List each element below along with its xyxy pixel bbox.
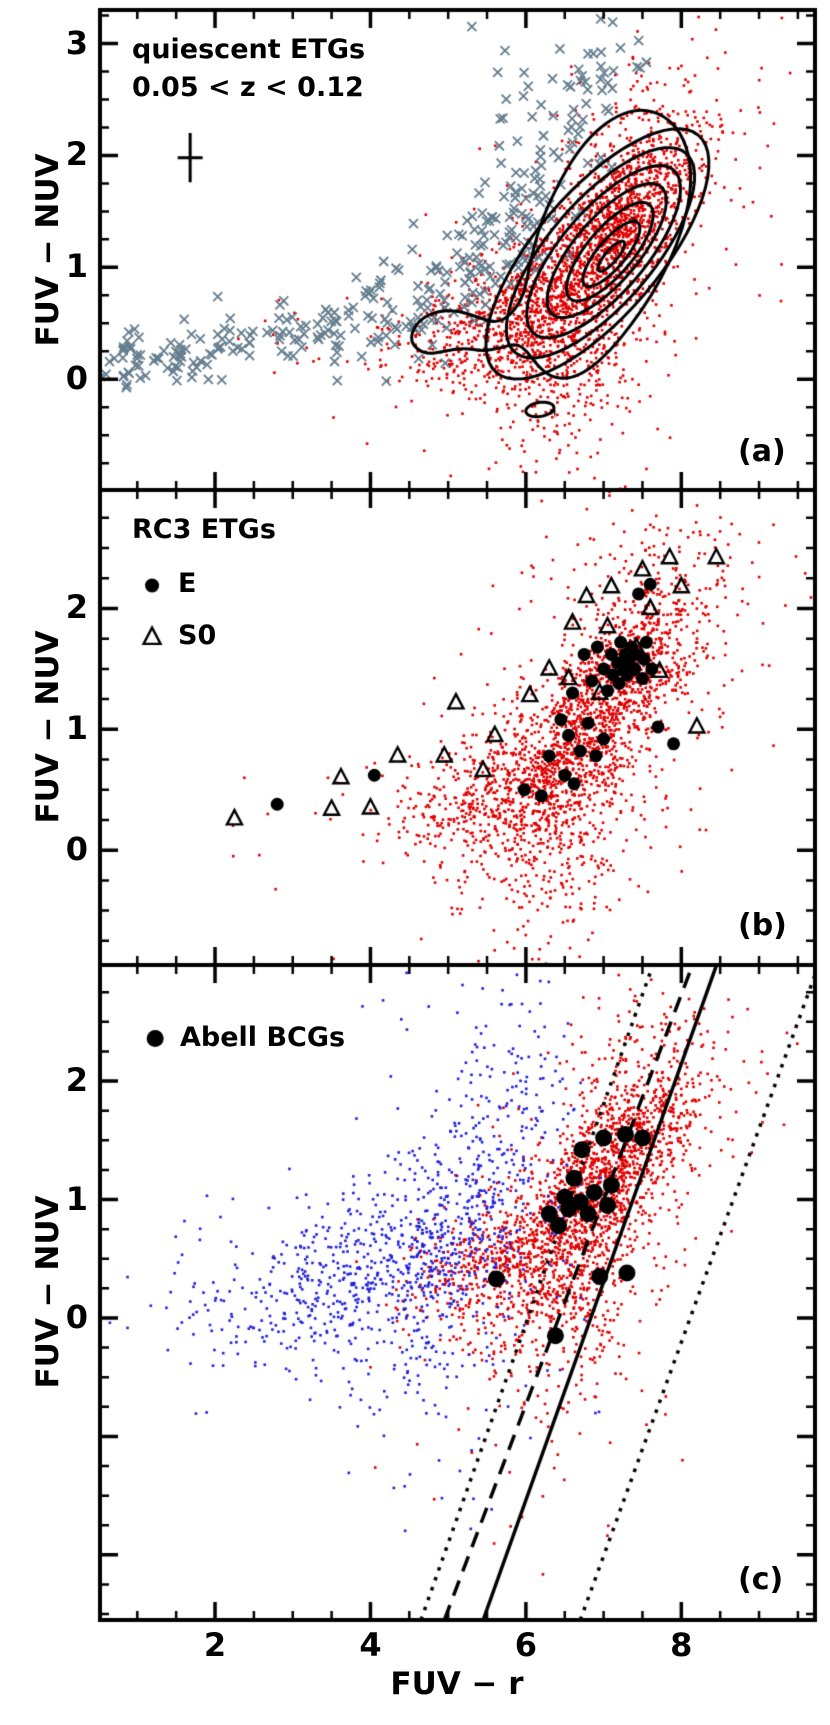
y-tick-label: 1: [65, 247, 88, 286]
panel-a-redshift-range: 0.05 < z < 0.12: [132, 72, 364, 103]
x-tick-label: 6: [514, 1626, 538, 1664]
x-tick-label: 2: [203, 1626, 227, 1664]
y-tick-label: 2: [65, 1061, 88, 1100]
panel-c-label: (c): [738, 1562, 784, 1597]
panel-a-label: (a): [738, 434, 786, 469]
y-tick-label: 0: [65, 359, 88, 398]
legend-item-s0-label: S0: [178, 620, 217, 651]
x-tick-label: 8: [670, 1626, 693, 1664]
y-tick-label: 2: [65, 135, 88, 174]
y-tick-label: 3: [65, 23, 88, 62]
y-tick-label: 1: [65, 709, 88, 748]
panel-a-sample-label: quiescent ETGs: [132, 34, 366, 65]
y-tick-label: 0: [65, 830, 88, 869]
y-tick-label: 1: [65, 1179, 88, 1218]
x-tick-label: 4: [359, 1626, 382, 1664]
x-axis-label: FUV − r: [390, 1666, 524, 1702]
y-tick-label: 2: [65, 588, 88, 627]
legend-item-e-label: E: [178, 568, 197, 599]
panel-b-label: (b): [738, 908, 787, 943]
legend-item-abell-bcgs-label: Abell BCGs: [180, 1022, 346, 1053]
y-tick-label: 0: [65, 1297, 88, 1336]
panel-b-legend-title: RC3 ETGs: [132, 514, 276, 545]
